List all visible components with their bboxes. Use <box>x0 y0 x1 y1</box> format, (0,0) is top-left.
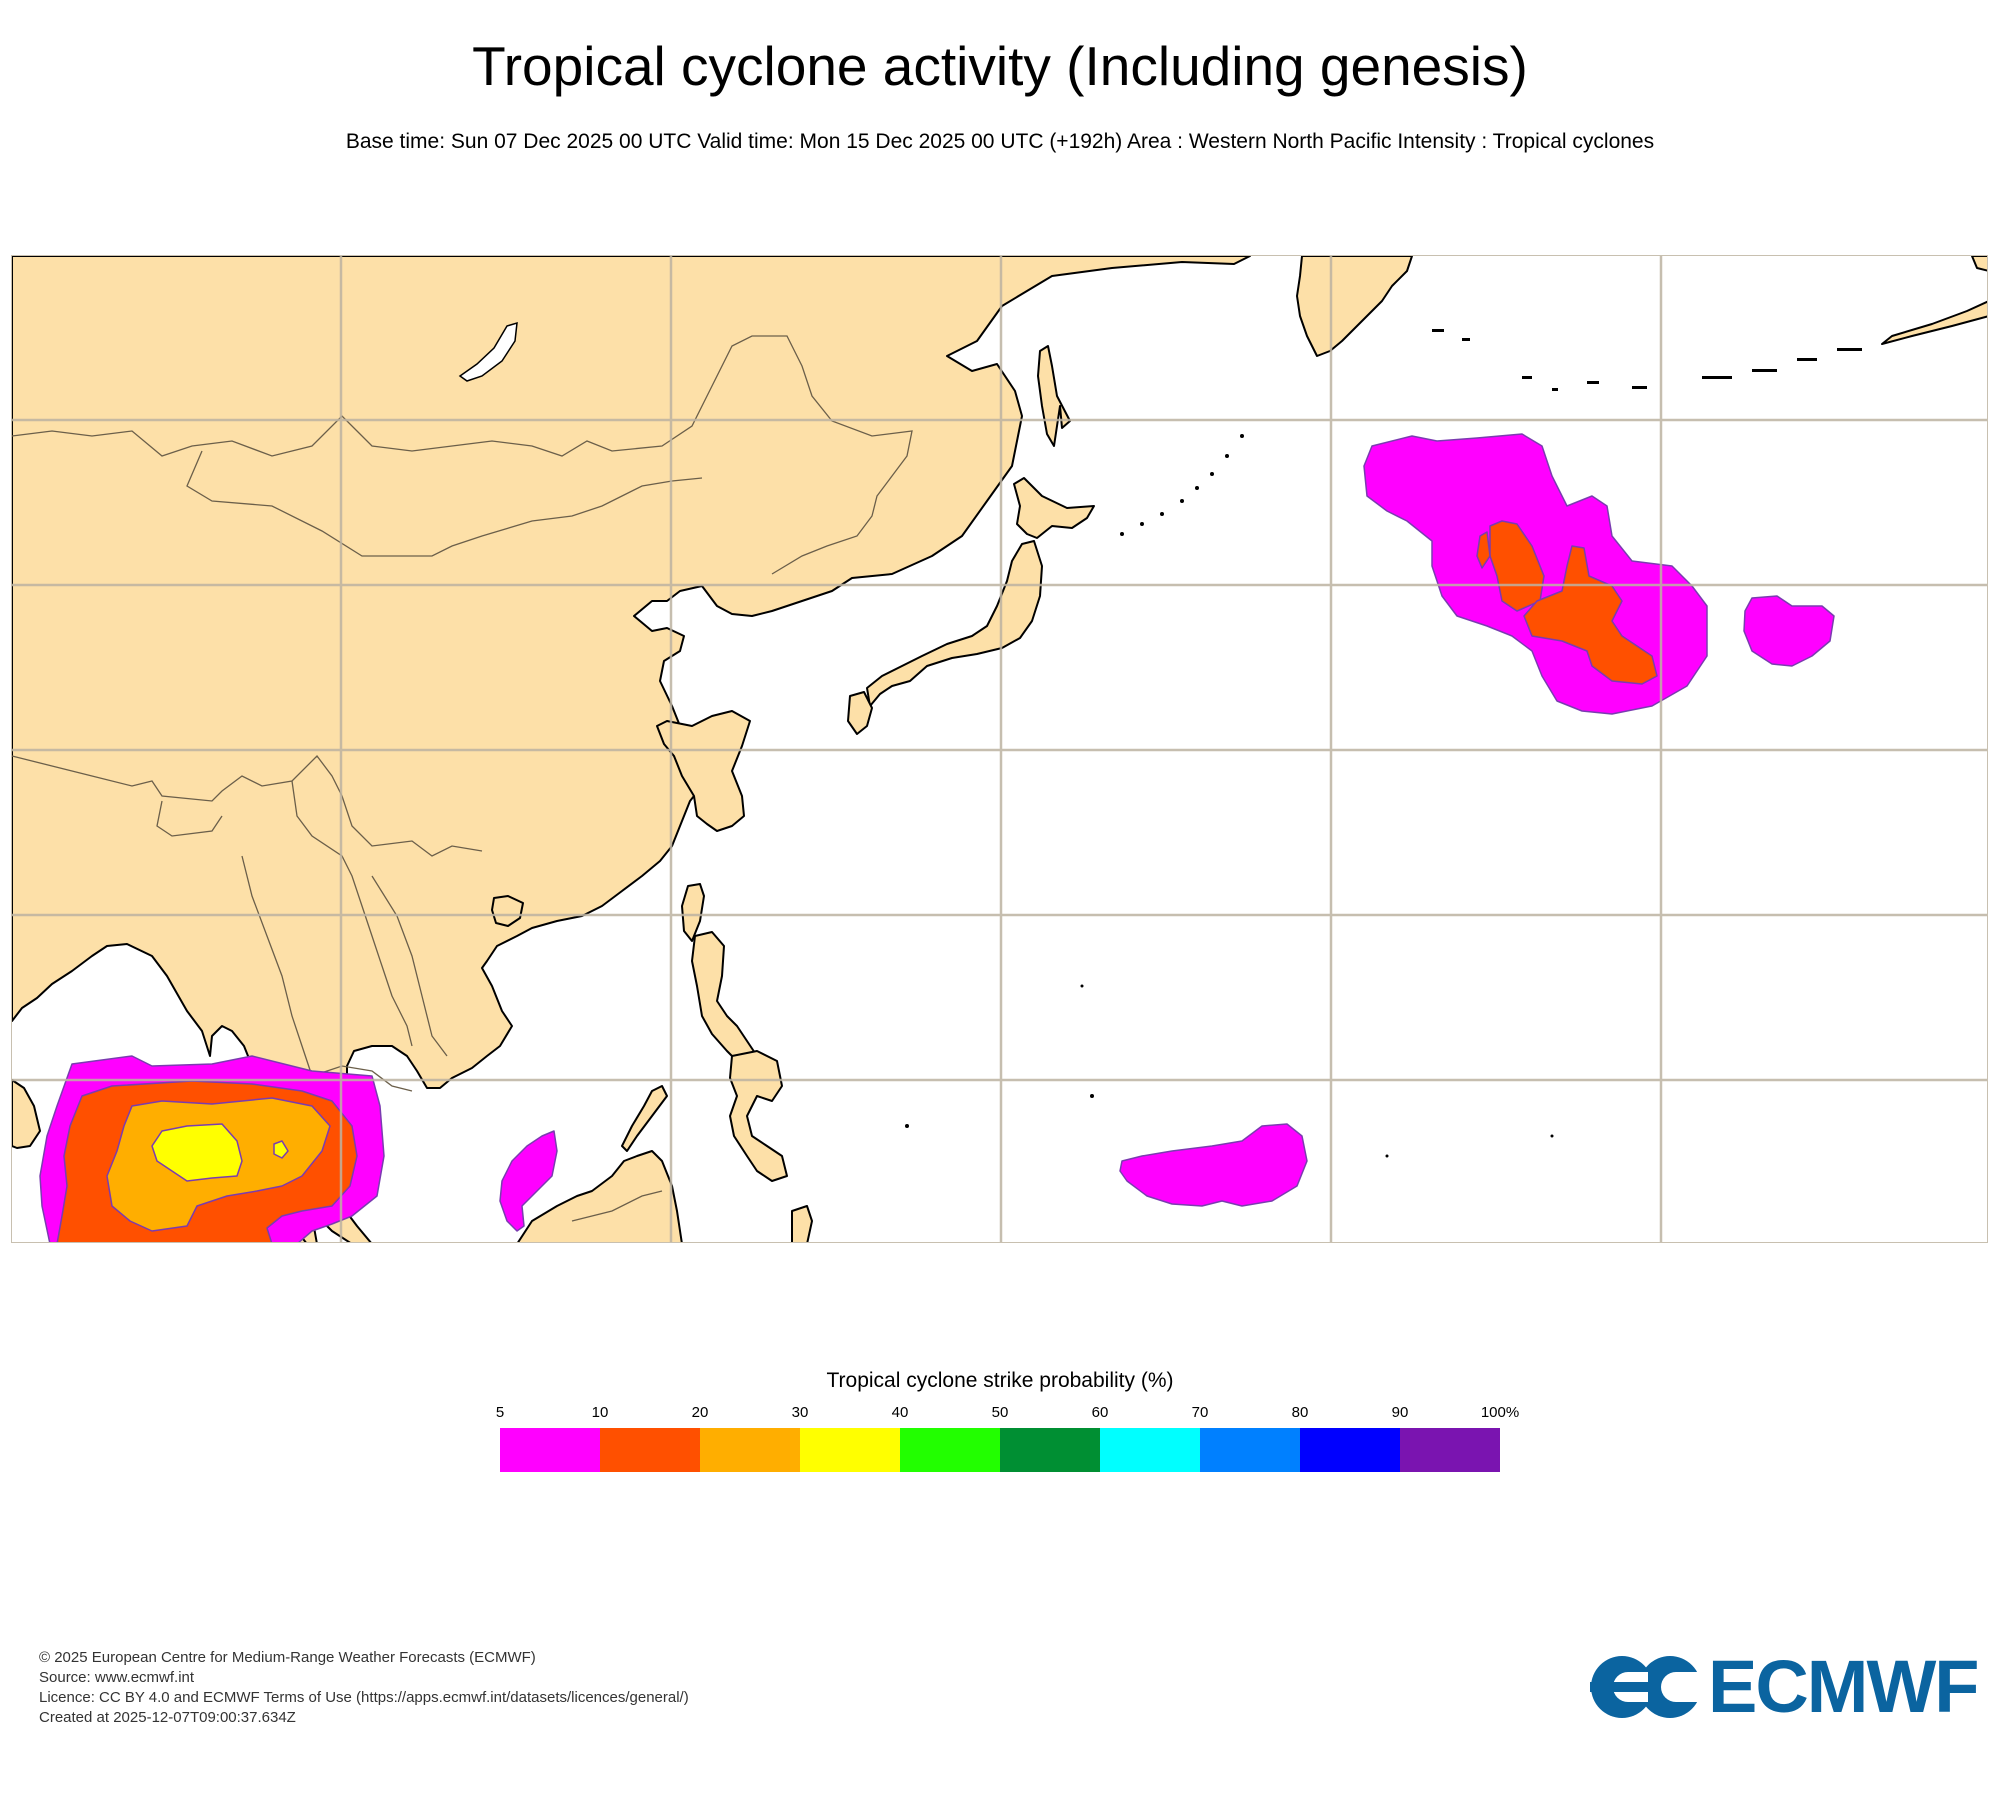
source-text: Source: www.ecmwf.int <box>39 1669 195 1686</box>
footer-credits: © 2025 European Centre for Medium-Range … <box>39 1648 689 1728</box>
contour-10pct-ne-west-sliver <box>1476 531 1491 569</box>
legend-tick: 90 <box>1391 1404 1409 1421</box>
legend-swatch-70-80 <box>1200 1428 1300 1472</box>
forecast-subtitle: Base time: Sun 07 Dec 2025 00 UTC Valid … <box>345 130 1655 153</box>
ecmwf-logo-text: ECMWF <box>1708 1645 1979 1728</box>
legend-tick: 80 <box>1291 1404 1309 1421</box>
map-panel <box>11 255 1988 1243</box>
island-chains <box>905 329 1862 1158</box>
legend-tick: 40 <box>891 1404 909 1421</box>
legend-swatch-90-100 <box>1400 1428 1500 1472</box>
legend-tick: 50 <box>991 1404 1009 1421</box>
contour-30pct-sw <box>151 1123 243 1182</box>
legend-swatch-80-90 <box>1300 1428 1400 1472</box>
country-borders <box>12 335 913 1222</box>
legend-tick: 5 <box>495 1404 505 1421</box>
legend-swatch-40-50 <box>900 1428 1000 1472</box>
legend-tick: 20 <box>691 1404 709 1421</box>
ecmwf-logo-icon <box>1590 1656 1702 1718</box>
probability-contours <box>39 433 1835 1242</box>
legend-title: Tropical cyclone strike probability (%) <box>826 1369 1174 1392</box>
created-timestamp: Created at 2025-12-07T09:00:37.634Z <box>39 1709 296 1726</box>
legend-tick: 10 <box>591 1404 609 1421</box>
legend-swatch-5-10 <box>500 1428 600 1472</box>
page-title: Tropical cyclone activity (Including gen… <box>472 35 1528 97</box>
legend-swatch-10-20 <box>600 1428 700 1472</box>
contour-5pct-east <box>1743 595 1835 667</box>
legend-tick: 70 <box>1191 1404 1209 1421</box>
contour-5pct-borneo <box>499 1130 558 1232</box>
legend-swatch-30-40 <box>800 1428 900 1472</box>
gridlines <box>12 256 1987 1242</box>
legend-tick: 30 <box>791 1404 809 1421</box>
ecmwf-logo: ECMWF <box>1590 1645 1979 1728</box>
legend-ticks: 5 10 20 30 40 50 60 70 80 90 100% <box>496 1404 1519 1424</box>
legend-tick: 100% <box>1480 1404 1520 1421</box>
licence-text: Licence: CC BY 4.0 and ECMWF Terms of Us… <box>39 1689 689 1706</box>
copyright-text: © 2025 European Centre for Medium-Range … <box>39 1649 536 1666</box>
legend-swatch-50-60 <box>1000 1428 1100 1472</box>
lakes <box>458 321 518 382</box>
map-canvas <box>12 256 1987 1242</box>
legend-tick: 60 <box>1091 1404 1109 1421</box>
legend-swatch-60-70 <box>1100 1428 1200 1472</box>
legend-colorbar <box>500 1428 1500 1472</box>
legend-swatch-20-30 <box>700 1428 800 1472</box>
contour-10pct-ne-main <box>1523 545 1658 685</box>
contour-5pct-south <box>1119 1123 1308 1207</box>
contour-30pct-sw-small <box>273 1140 289 1159</box>
